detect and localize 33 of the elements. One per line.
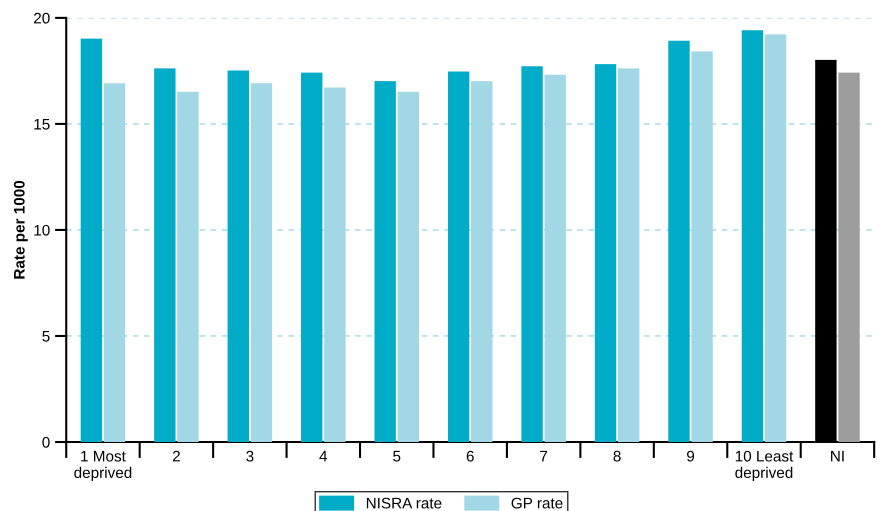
bar: [154, 68, 176, 442]
x-tick-label: 8: [614, 450, 621, 462]
x-tick-label: NI: [831, 450, 844, 462]
bar: [398, 92, 420, 442]
bar: [668, 40, 690, 442]
y-tick-label: 10: [34, 224, 50, 236]
x-tick-label: 2: [172, 450, 180, 462]
y-tick-label: 20: [34, 12, 50, 24]
x-tick-label: 9: [687, 450, 694, 462]
bar: [742, 30, 764, 442]
y-tick-label: 0: [42, 436, 50, 448]
x-tick-label: 4: [319, 450, 328, 462]
bar: [228, 70, 249, 442]
y-axis-title: Rate per 1000: [14, 180, 28, 279]
bar: [764, 34, 786, 442]
x-tick-label: 3: [246, 450, 254, 462]
y-tick-label: 5: [42, 331, 50, 342]
x-tick-label: 5: [393, 450, 400, 462]
bar: [618, 68, 640, 442]
bar: [594, 64, 616, 442]
bar: [838, 72, 860, 442]
x-tick-label: 7: [540, 450, 548, 462]
bar: [521, 66, 543, 442]
bar: [374, 81, 396, 442]
bar: [80, 38, 102, 442]
x-tick-label: 1 Most deprived: [74, 450, 132, 482]
legend-label: GP rate: [512, 498, 563, 509]
x-tick-label: 10 Least deprived: [735, 450, 794, 482]
y-tick-label: 15: [34, 118, 50, 130]
bar: [301, 72, 322, 442]
x-tick-label: 6: [466, 450, 474, 462]
legend-label: NISRA rate: [366, 498, 442, 509]
bar: [448, 72, 470, 442]
